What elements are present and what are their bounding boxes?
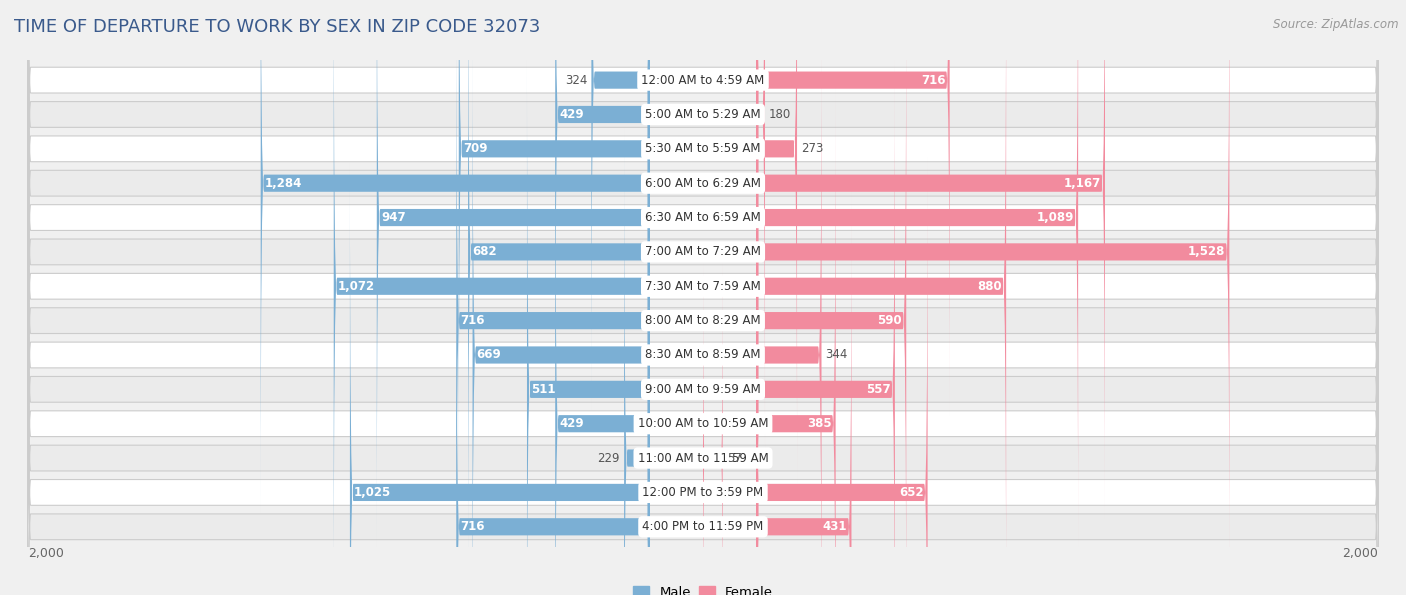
- FancyBboxPatch shape: [756, 158, 928, 595]
- Text: 1,528: 1,528: [1188, 245, 1225, 258]
- Text: 9:00 AM to 9:59 AM: 9:00 AM to 9:59 AM: [645, 383, 761, 396]
- Legend: Male, Female: Male, Female: [627, 581, 779, 595]
- Text: 8:00 AM to 8:29 AM: 8:00 AM to 8:29 AM: [645, 314, 761, 327]
- FancyBboxPatch shape: [756, 192, 852, 595]
- Text: 682: 682: [472, 245, 496, 258]
- FancyBboxPatch shape: [756, 20, 821, 595]
- Text: 385: 385: [807, 417, 831, 430]
- Text: 431: 431: [823, 520, 848, 533]
- Text: 429: 429: [560, 108, 583, 121]
- Text: 6:30 AM to 6:59 AM: 6:30 AM to 6:59 AM: [645, 211, 761, 224]
- FancyBboxPatch shape: [28, 59, 1378, 583]
- Text: 4:00 PM to 11:59 PM: 4:00 PM to 11:59 PM: [643, 520, 763, 533]
- Text: 880: 880: [977, 280, 1002, 293]
- FancyBboxPatch shape: [28, 230, 1378, 595]
- FancyBboxPatch shape: [756, 0, 907, 595]
- FancyBboxPatch shape: [555, 89, 650, 595]
- FancyBboxPatch shape: [458, 0, 650, 484]
- Text: 2,000: 2,000: [28, 547, 63, 560]
- Text: 652: 652: [898, 486, 924, 499]
- Text: 709: 709: [463, 142, 488, 155]
- FancyBboxPatch shape: [28, 162, 1378, 595]
- Text: 273: 273: [801, 142, 824, 155]
- Text: 57: 57: [727, 452, 741, 465]
- FancyBboxPatch shape: [756, 0, 797, 484]
- Text: 8:30 AM to 8:59 AM: 8:30 AM to 8:59 AM: [645, 349, 761, 362]
- Text: 344: 344: [825, 349, 848, 362]
- FancyBboxPatch shape: [28, 0, 1378, 514]
- Text: 1,284: 1,284: [264, 177, 302, 190]
- FancyBboxPatch shape: [457, 192, 650, 595]
- Text: 7:00 AM to 7:29 AM: 7:00 AM to 7:29 AM: [645, 245, 761, 258]
- FancyBboxPatch shape: [756, 89, 835, 595]
- FancyBboxPatch shape: [457, 0, 650, 595]
- Text: Source: ZipAtlas.com: Source: ZipAtlas.com: [1274, 18, 1399, 31]
- Text: 429: 429: [560, 417, 583, 430]
- Text: 590: 590: [877, 314, 903, 327]
- FancyBboxPatch shape: [527, 54, 650, 595]
- FancyBboxPatch shape: [28, 0, 1378, 480]
- FancyBboxPatch shape: [756, 0, 1007, 595]
- Text: 716: 716: [461, 314, 485, 327]
- FancyBboxPatch shape: [703, 261, 723, 595]
- Text: 12:00 PM to 3:59 PM: 12:00 PM to 3:59 PM: [643, 486, 763, 499]
- Text: 511: 511: [531, 383, 555, 396]
- FancyBboxPatch shape: [756, 0, 1078, 553]
- Text: 557: 557: [866, 383, 891, 396]
- FancyBboxPatch shape: [377, 0, 650, 553]
- FancyBboxPatch shape: [756, 0, 1105, 518]
- FancyBboxPatch shape: [756, 0, 765, 449]
- Text: 1,025: 1,025: [354, 486, 391, 499]
- FancyBboxPatch shape: [28, 196, 1378, 595]
- FancyBboxPatch shape: [28, 0, 1378, 445]
- FancyBboxPatch shape: [624, 123, 650, 595]
- Text: 5:00 AM to 5:29 AM: 5:00 AM to 5:29 AM: [645, 108, 761, 121]
- FancyBboxPatch shape: [333, 0, 650, 595]
- Text: 1,167: 1,167: [1063, 177, 1101, 190]
- FancyBboxPatch shape: [756, 54, 894, 595]
- Text: TIME OF DEPARTURE TO WORK BY SEX IN ZIP CODE 32073: TIME OF DEPARTURE TO WORK BY SEX IN ZIP …: [14, 18, 540, 36]
- Text: 1,089: 1,089: [1036, 211, 1074, 224]
- Text: 6:00 AM to 6:29 AM: 6:00 AM to 6:29 AM: [645, 177, 761, 190]
- FancyBboxPatch shape: [756, 0, 949, 415]
- Text: 5:30 AM to 5:59 AM: 5:30 AM to 5:59 AM: [645, 142, 761, 155]
- FancyBboxPatch shape: [28, 265, 1378, 595]
- Text: 716: 716: [461, 520, 485, 533]
- Text: 947: 947: [381, 211, 405, 224]
- FancyBboxPatch shape: [260, 0, 650, 518]
- Text: 11:00 AM to 11:59 AM: 11:00 AM to 11:59 AM: [638, 452, 768, 465]
- FancyBboxPatch shape: [756, 0, 1229, 587]
- FancyBboxPatch shape: [472, 20, 650, 595]
- FancyBboxPatch shape: [28, 127, 1378, 595]
- FancyBboxPatch shape: [28, 0, 1378, 342]
- FancyBboxPatch shape: [28, 24, 1378, 548]
- Text: 12:00 AM to 4:59 AM: 12:00 AM to 4:59 AM: [641, 74, 765, 87]
- Text: 324: 324: [565, 74, 588, 87]
- FancyBboxPatch shape: [350, 158, 650, 595]
- Text: 2,000: 2,000: [1343, 547, 1378, 560]
- Text: 229: 229: [598, 452, 620, 465]
- FancyBboxPatch shape: [28, 93, 1378, 595]
- Text: 669: 669: [477, 349, 502, 362]
- Text: 716: 716: [921, 74, 945, 87]
- FancyBboxPatch shape: [468, 0, 650, 587]
- FancyBboxPatch shape: [555, 0, 650, 449]
- FancyBboxPatch shape: [28, 0, 1378, 411]
- Text: 10:00 AM to 10:59 AM: 10:00 AM to 10:59 AM: [638, 417, 768, 430]
- Text: 180: 180: [769, 108, 792, 121]
- Text: 7:30 AM to 7:59 AM: 7:30 AM to 7:59 AM: [645, 280, 761, 293]
- FancyBboxPatch shape: [592, 0, 650, 415]
- Text: 1,072: 1,072: [337, 280, 375, 293]
- FancyBboxPatch shape: [28, 0, 1378, 377]
